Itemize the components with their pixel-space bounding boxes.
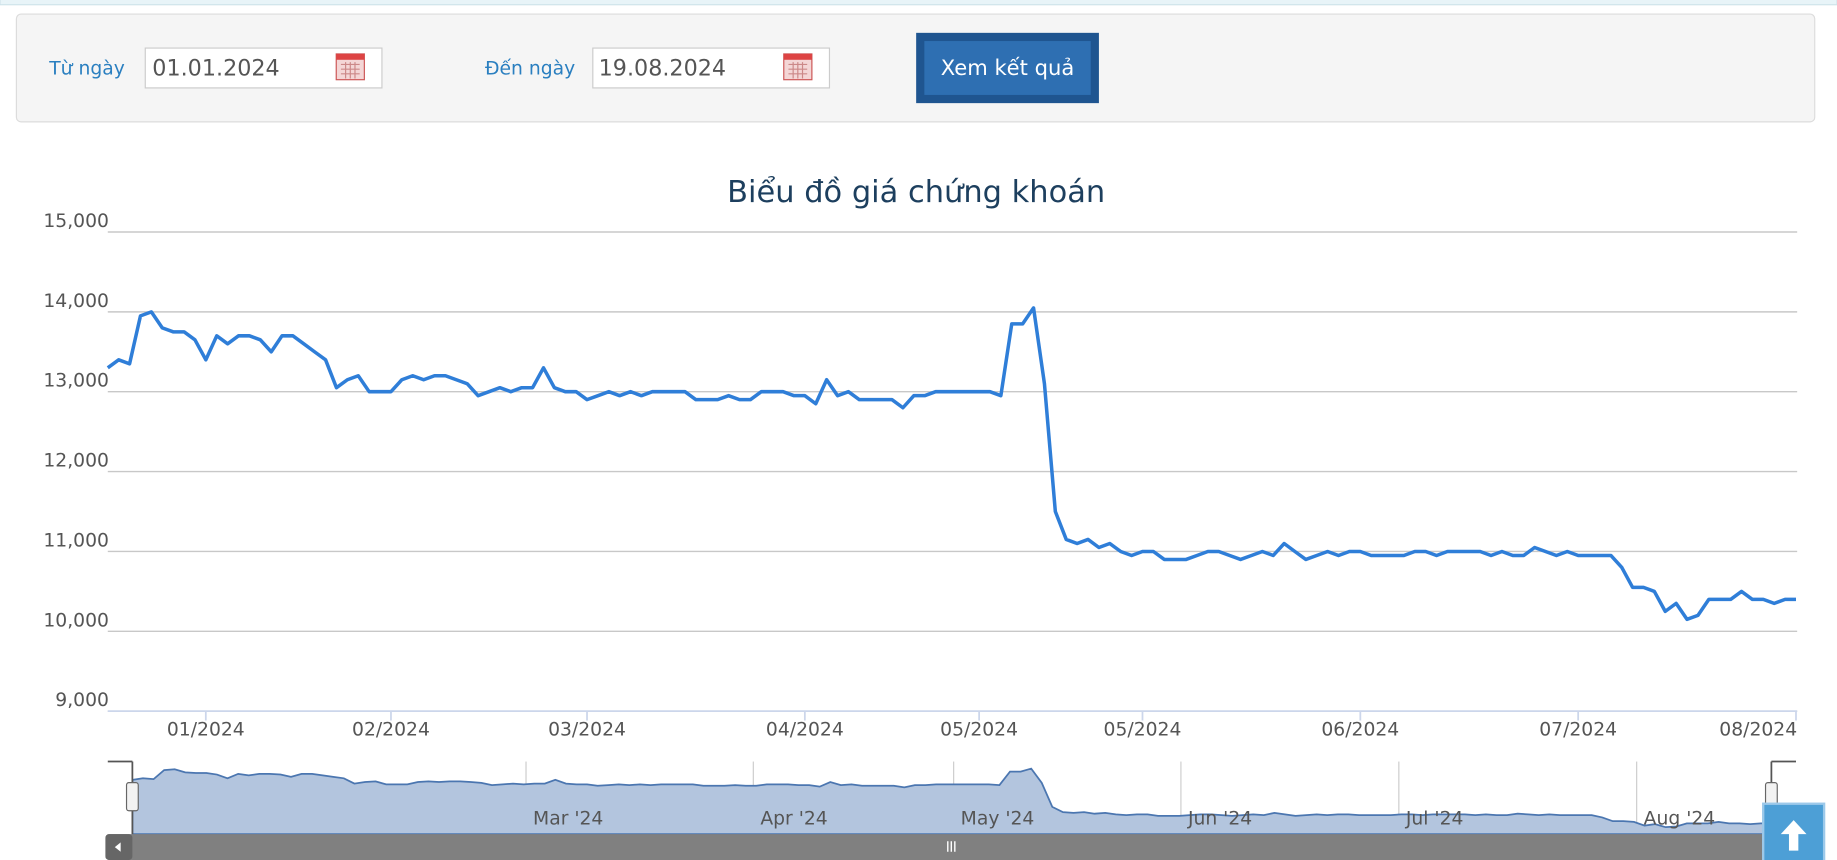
- from-label: Từ ngày: [48, 59, 125, 80]
- y-tick-label: 13,000: [43, 371, 109, 392]
- x-tick-label: 07/2024: [1539, 719, 1617, 740]
- filter-panel: [15, 13, 1816, 123]
- navigator-label: Mar '24: [533, 808, 603, 829]
- x-tick-label: 08/2024: [1719, 719, 1797, 740]
- chart-title: Biểu đồ giá chứng khoán: [727, 174, 1105, 210]
- y-tick-label: 15,000: [43, 211, 109, 232]
- navigator-label: Jun '24: [1187, 808, 1252, 829]
- y-tick-label: 10,000: [43, 610, 109, 631]
- x-tick-label: 02/2024: [352, 719, 430, 740]
- y-tick-label: 11,000: [43, 530, 109, 551]
- navigator-label: Apr '24: [760, 808, 827, 829]
- price-line: [106, 306, 1796, 622]
- calendar-icon[interactable]: [335, 53, 365, 81]
- top-strip: [0, 0, 1837, 6]
- navigator-label: Aug '24: [1644, 808, 1716, 829]
- scrollbar-arrow: [114, 842, 121, 852]
- scroll-top-button[interactable]: [1762, 802, 1826, 860]
- y-tick-label: 12,000: [43, 451, 109, 472]
- y-tick-label: 14,000: [43, 291, 109, 312]
- navigator-handle[interactable]: [125, 782, 139, 812]
- navigator-label: May '24: [961, 808, 1035, 829]
- x-tick-label: 05/2024: [940, 719, 1018, 740]
- y-tick-label: 9,000: [55, 690, 109, 711]
- x-tick-label: 03/2024: [548, 719, 626, 740]
- navigator-label: Jul '24: [1405, 808, 1464, 829]
- x-tick-label: 05/2024: [1104, 719, 1182, 740]
- scroll-top-arrow: [1780, 820, 1807, 851]
- to-label: Đến ngày: [485, 58, 575, 80]
- x-tick-label: 06/2024: [1321, 719, 1399, 740]
- to-value: 19.08.2024: [599, 56, 726, 82]
- scrollbar-grip: [947, 841, 956, 852]
- navigator-area: [131, 767, 1773, 836]
- x-tick-label: 01/2024: [167, 719, 245, 740]
- from-value: 01.01.2024: [152, 56, 279, 82]
- calendar-icon[interactable]: [783, 53, 813, 81]
- submit-button[interactable]: Xem kết quả: [916, 32, 1099, 104]
- button-label: Xem kết quả: [941, 55, 1075, 80]
- x-tick-label: 04/2024: [766, 719, 844, 740]
